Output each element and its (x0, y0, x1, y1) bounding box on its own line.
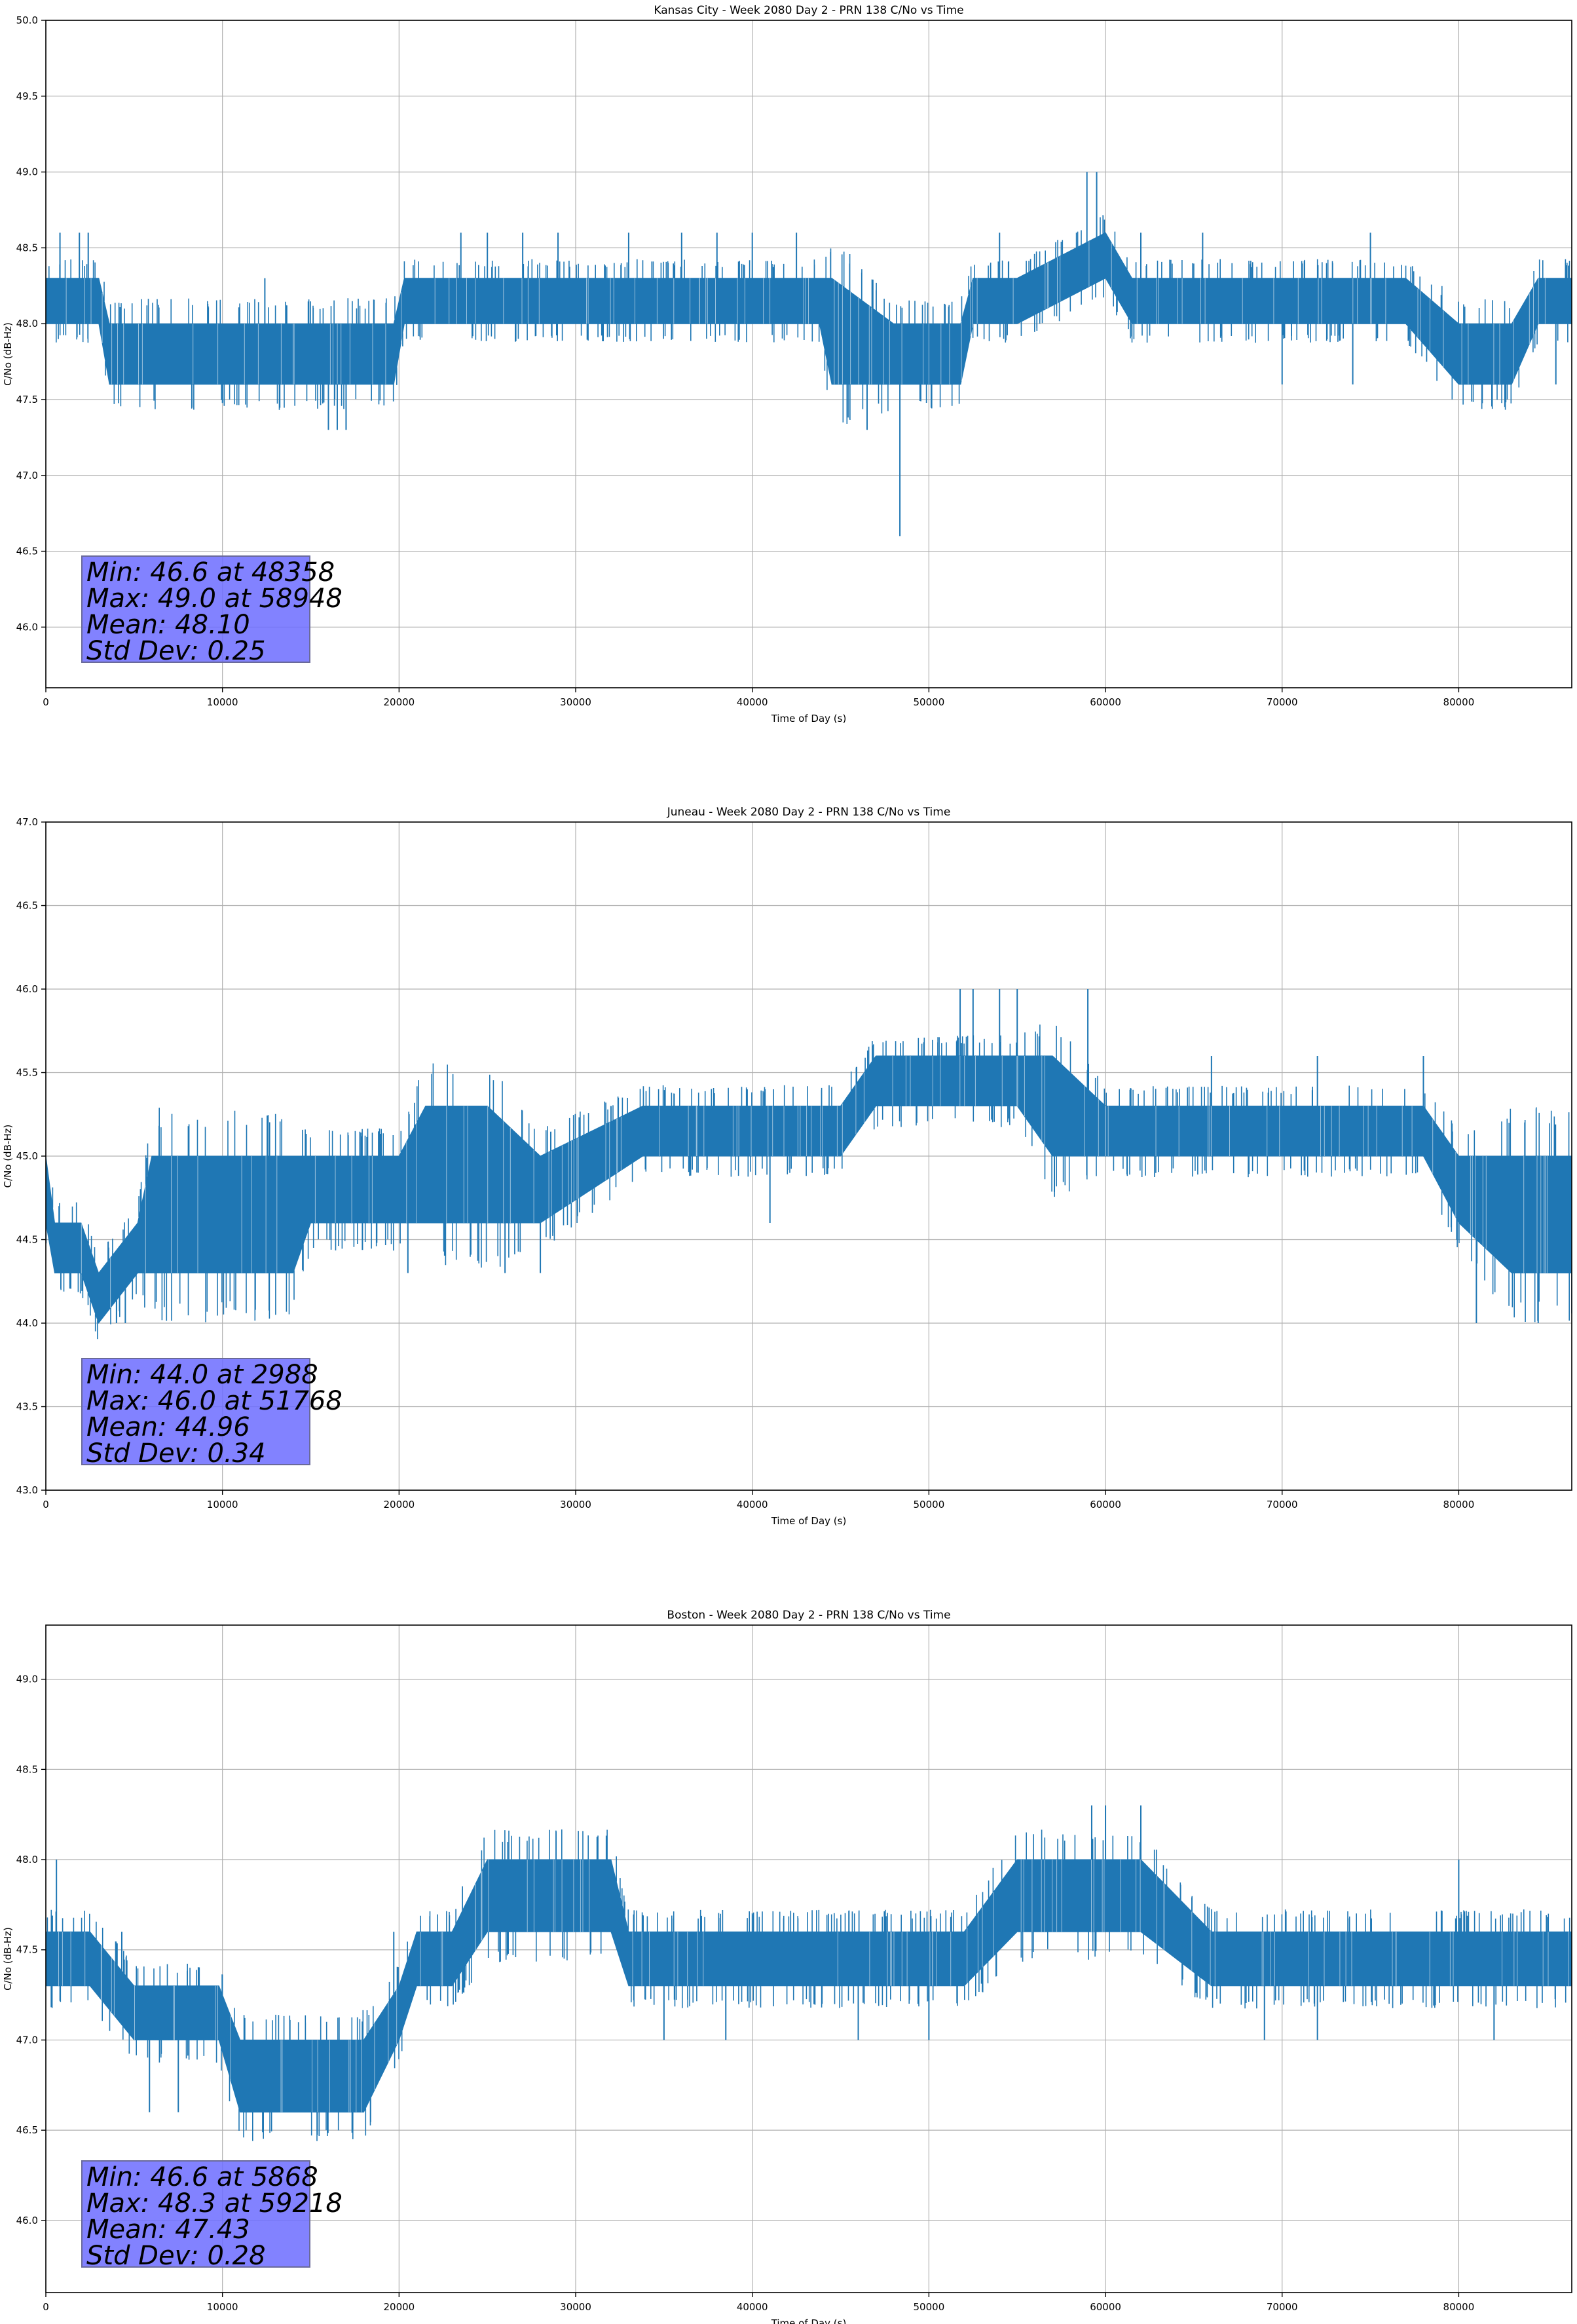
stats-line: Min: 46.6 at 48358 (86, 557, 335, 588)
y-axis-label: C/No (dB-Hz) (2, 1927, 14, 1991)
stats-line: Max: 46.0 at 51768 (86, 1386, 343, 1416)
y-tick-label: 43.0 (16, 1484, 38, 1496)
x-tick-label: 40000 (737, 696, 768, 708)
stats-line: Mean: 48.10 (86, 610, 250, 640)
x-tick-label: 0 (43, 696, 49, 708)
y-tick-label: 48.5 (16, 242, 38, 253)
y-tick-label: 44.5 (16, 1234, 38, 1246)
signal-gaps (65, 241, 1546, 384)
y-tick-label: 43.5 (16, 1401, 38, 1413)
x-axis-label: Time of Day (s) (771, 713, 847, 724)
y-tick-label: 46.5 (16, 2124, 38, 2136)
x-tick-label: 20000 (383, 696, 415, 708)
stats-line: Min: 44.0 at 2988 (86, 1360, 318, 1390)
stats-line: Max: 49.0 at 58948 (86, 584, 343, 614)
x-tick-label: 60000 (1090, 696, 1121, 708)
stats-line: Mean: 44.96 (86, 1412, 250, 1442)
signal-band (46, 1055, 1572, 1324)
y-tick-label: 49.5 (16, 90, 38, 102)
series-group (46, 1805, 1572, 2141)
x-tick-label: 80000 (1443, 696, 1475, 708)
y-tick-label: 50.0 (16, 14, 38, 26)
chart-title: Boston - Week 2080 Day 2 - PRN 138 C/No … (667, 1609, 950, 1622)
signal-jitter (46, 1829, 1570, 2141)
y-tick-label: 49.0 (16, 1674, 38, 1685)
x-tick-label: 50000 (914, 696, 945, 708)
x-tick-label: 20000 (383, 2301, 415, 2313)
y-tick-label: 45.0 (16, 1150, 38, 1162)
chart-title: Kansas City - Week 2080 Day 2 - PRN 138 … (654, 4, 963, 17)
x-tick-label: 50000 (914, 2301, 945, 2313)
x-tick-label: 30000 (560, 1499, 591, 1510)
y-tick-label: 48.0 (16, 1854, 38, 1865)
x-tick-label: 20000 (383, 1499, 415, 1510)
x-tick-label: 60000 (1090, 2301, 1121, 2313)
x-axis-label: Time of Day (s) (771, 2317, 847, 2324)
x-tick-label: 0 (43, 2301, 49, 2313)
stats-box: Min: 46.6 at 5868 Max: 48.3 at 59218 Mean:… (81, 2160, 343, 2271)
stats-line: Std Dev: 0.34 (86, 1438, 266, 1469)
stats-box: Min: 46.6 at 48358 Max: 49.0 at 58948 Mean… (81, 555, 343, 666)
y-axis-label: C/No (dB-Hz) (2, 322, 14, 386)
stats-line: Max: 48.3 at 59218 (86, 2188, 343, 2219)
y-tick-label: 47.0 (16, 816, 38, 828)
x-tick-label: 10000 (207, 1499, 238, 1510)
x-tick-label: 10000 (207, 2301, 238, 2313)
stats-box: Min: 44.0 at 2988 Max: 46.0 at 51768 Mean:… (81, 1358, 343, 1469)
signal-gaps (81, 1056, 1548, 1308)
x-tick-label: 50000 (914, 1499, 945, 1510)
y-tick-label: 46.0 (16, 2215, 38, 2226)
x-tick-label: 60000 (1090, 1499, 1121, 1510)
signal-jitter (46, 1024, 1572, 1340)
x-tick-label: 80000 (1443, 2301, 1475, 2313)
x-tick-label: 80000 (1443, 1499, 1475, 1510)
stats-line: Min: 46.6 at 5868 (86, 2162, 318, 2192)
y-tick-label: 47.5 (16, 394, 38, 405)
x-tick-label: 40000 (737, 1499, 768, 1510)
y-axis-label: C/No (dB-Hz) (2, 1125, 14, 1188)
signal-gaps (58, 1860, 1569, 2112)
stats-line: Mean: 47.43 (86, 2215, 250, 2245)
y-tick-label: 48.0 (16, 318, 38, 329)
chart-panel-3: 0 10000 20000 30000 40000 50000 60000 70000 8000… (2, 1609, 1572, 2324)
chart-panel-2: 0 10000 20000 30000 40000 50000 60000 70000 8000… (2, 806, 1572, 1527)
plot-frame (45, 1624, 1572, 2293)
y-tick-label: 46.5 (16, 900, 38, 912)
chart-title: Juneau - Week 2080 Day 2 - PRN 138 C/No … (667, 806, 951, 819)
x-axis-label: Time of Day (s) (771, 1515, 847, 1527)
y-tick-label: 47.0 (16, 470, 38, 481)
x-tick-label: 10000 (207, 696, 238, 708)
x-tick-label: 0 (43, 1499, 49, 1510)
chart-panel-1: 0 10000 20000 30000 40000 50000 60000 70000 8000… (2, 4, 1572, 724)
x-tick-label: 40000 (737, 2301, 768, 2313)
y-tick-label: 45.5 (16, 1067, 38, 1079)
y-tick-label: 49.0 (16, 166, 38, 178)
y-tick-label: 44.0 (16, 1317, 38, 1329)
stats-line: Std Dev: 0.25 (86, 636, 266, 666)
signal-jitter (48, 215, 1570, 424)
stats-line: Std Dev: 0.28 (86, 2241, 266, 2271)
plot-frame (45, 20, 1572, 688)
series-group (46, 989, 1572, 1340)
y-tick-label: 46.5 (16, 546, 38, 557)
y-tick-label: 46.0 (16, 983, 38, 995)
y-tick-label: 48.5 (16, 1763, 38, 1775)
x-tick-label: 70000 (1267, 1499, 1298, 1510)
x-tick-label: 30000 (560, 696, 591, 708)
y-tick-label: 47.5 (16, 1944, 38, 1956)
x-tick-label: 70000 (1267, 2301, 1298, 2313)
x-tick-label: 70000 (1267, 696, 1298, 708)
x-tick-label: 30000 (560, 2301, 591, 2313)
y-tick-label: 47.0 (16, 2034, 38, 2046)
series-group (46, 172, 1572, 536)
y-tick-label: 46.0 (16, 621, 38, 633)
